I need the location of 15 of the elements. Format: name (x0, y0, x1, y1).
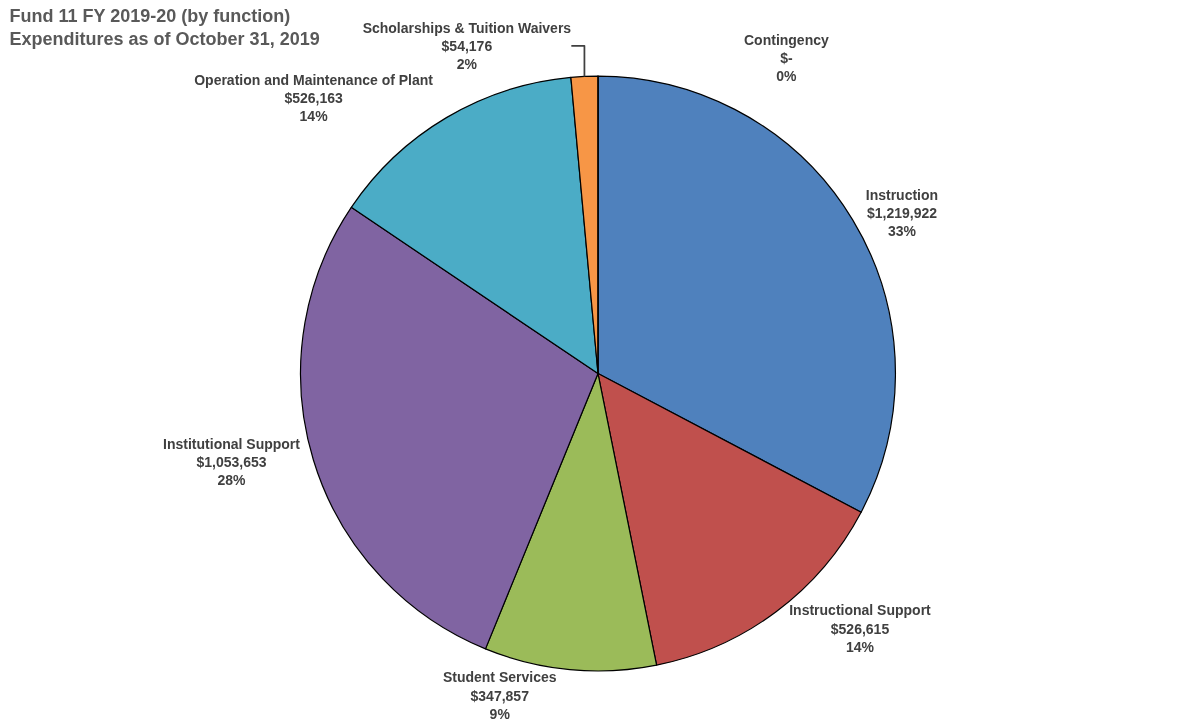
text: $- 0% (776, 50, 797, 85)
chart-title: Fund 11 FY 2019-20 (by function) Expenditures as of October 31, 2019 (9, 5, 320, 50)
data-label: $347,857 9% (470, 687, 530, 722)
data-label: $526,615 14% (830, 620, 890, 655)
data-label: $526,163 14% (284, 90, 343, 125)
slice-label: Operation and Maintenance of Plant (194, 72, 434, 89)
data-label: $1,053,653 28% (196, 454, 267, 489)
slice-label: Institutional Support (163, 436, 301, 453)
category-label: Contingency (744, 32, 829, 48)
data-label: $1,219,922 33% (866, 204, 938, 240)
slice-label: Scholarships & Tuition Waivers (362, 19, 572, 36)
data-label: $54,176 2% (441, 37, 493, 73)
slice-label: Instruction (865, 186, 939, 203)
slice-label: Instructional Support (789, 602, 932, 619)
slice-label: Student Services (442, 669, 557, 686)
